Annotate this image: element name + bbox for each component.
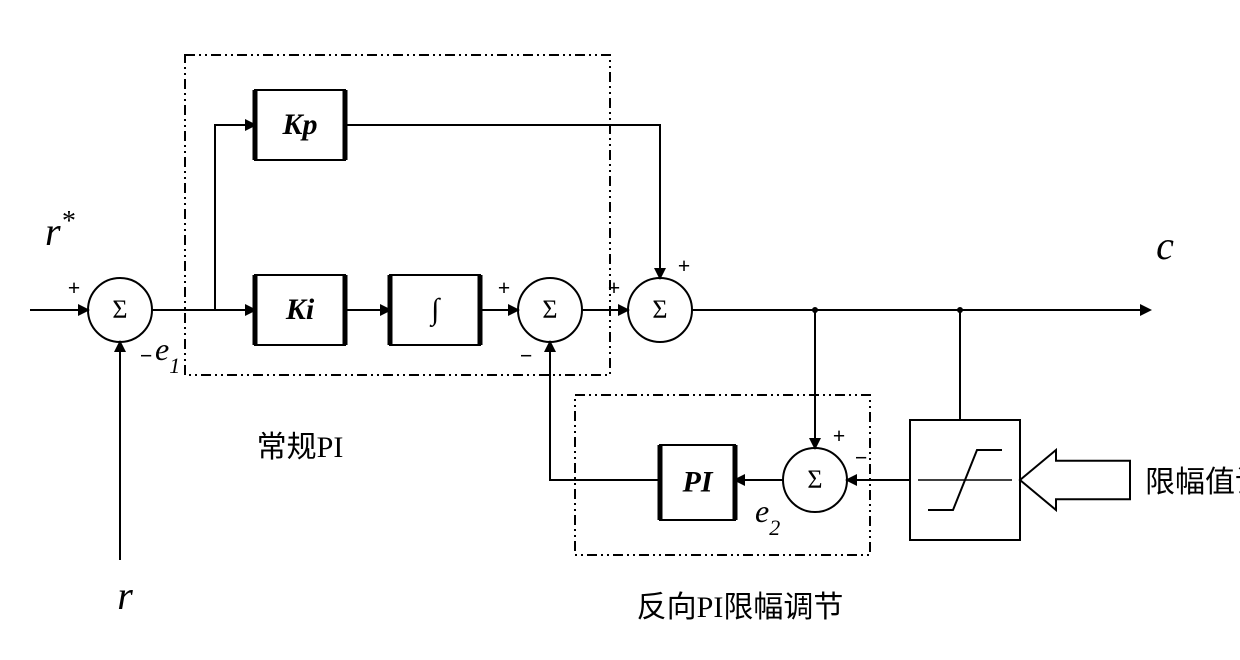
caption-limit-setting: 限幅值设定 — [1145, 466, 1240, 499]
pi-block-label: PI — [682, 465, 714, 498]
sign-s2-minus: − — [520, 343, 533, 368]
label-c: c — [1156, 223, 1174, 268]
kp-block-label: Kp — [281, 108, 317, 141]
sign-s3-plus-top: + — [678, 253, 691, 278]
svg-text:Σ: Σ — [652, 295, 667, 324]
caption-conventional-pi: 常规PI — [257, 431, 344, 464]
svg-text:Σ: Σ — [112, 295, 127, 324]
sign-s4-minus: − — [855, 445, 868, 470]
edge-pi-s2 — [550, 342, 660, 480]
ki-block-label: Ki — [285, 293, 315, 326]
caption-reverse-pi: 反向PI限幅调节 — [637, 591, 844, 624]
sign-s2-plus: + — [498, 275, 511, 300]
svg-text:Σ: Σ — [542, 295, 557, 324]
edge-branch-kp — [215, 125, 255, 310]
limit-setting-arrow — [1020, 450, 1130, 510]
label-r: r — [117, 573, 133, 618]
sign-s4-plus: + — [833, 423, 846, 448]
integrator-block-label: ∫ — [429, 293, 441, 328]
svg-text:Σ: Σ — [807, 465, 822, 494]
label-e1: e1 — [155, 331, 180, 378]
sign-s1-minus: − — [140, 343, 153, 368]
edge-kp-s3 — [345, 125, 660, 278]
label-e2: e2 — [755, 493, 780, 540]
label-r-star: r* — [45, 206, 75, 255]
sign-s3-plus-left: + — [608, 275, 621, 300]
sign-s1-plus: + — [68, 275, 81, 300]
